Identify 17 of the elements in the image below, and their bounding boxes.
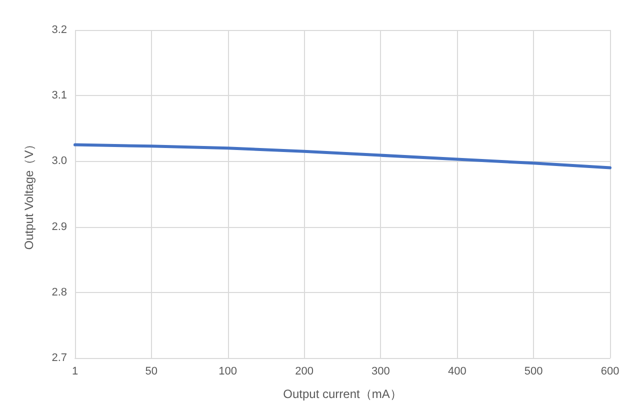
x-tick-label: 200	[295, 366, 314, 378]
y-tick-label: 3.0	[52, 155, 67, 168]
y-tick-label: 2.9	[52, 220, 67, 233]
line-series	[74, 143, 612, 170]
x-tick-label: 400	[448, 366, 466, 378]
x-axis-title: Output current（mA）	[283, 387, 402, 401]
y-tick-label: 3.1	[52, 90, 67, 102]
x-tick-label: 100	[218, 366, 238, 378]
x-tick-label: 500	[524, 366, 543, 378]
x-tick-label: 1	[72, 366, 78, 378]
x-tick-label: 300	[372, 366, 390, 378]
x-tick-label: 50	[145, 366, 158, 378]
y-axis-title: Output Voltage（V）	[22, 138, 36, 250]
y-tick-label: 2.8	[52, 286, 67, 298]
y-tick-label: 2.7	[52, 352, 67, 364]
y-tick-label: 3.2	[52, 24, 67, 36]
x-tick-label: 600	[600, 366, 620, 378]
